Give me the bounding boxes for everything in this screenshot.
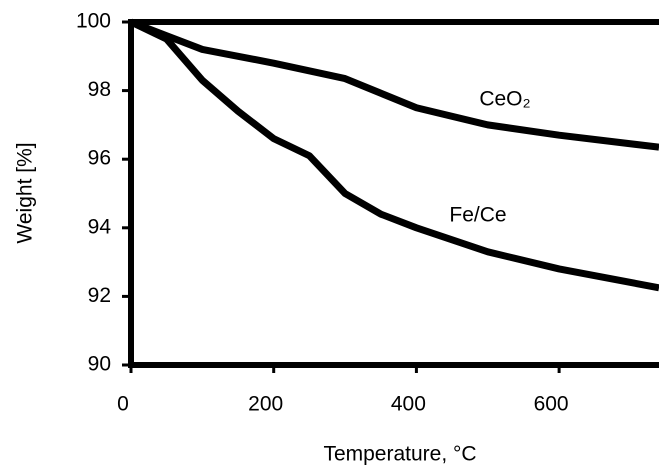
y-tick-label: 90	[88, 353, 111, 376]
x-tick-label: 400	[391, 393, 426, 416]
x-axis-title: Temperature, °C	[323, 443, 476, 466]
y-tick-label: 92	[88, 284, 111, 307]
x-tick-label: 600	[534, 393, 569, 416]
data-line	[129, 18, 659, 292]
y-tick-label: 98	[88, 78, 111, 101]
y-tick-label: 94	[88, 215, 112, 238]
series-label: Fe/Ce	[449, 204, 506, 227]
y-axis-title: Weight [%]	[14, 142, 37, 243]
y-tick-label: 100	[76, 10, 111, 33]
x-tick-label: 200	[248, 393, 283, 416]
y-tick-label: 96	[88, 147, 111, 170]
data-line	[129, 18, 659, 151]
x-tick-label: 0	[117, 393, 129, 416]
series-label: CeO₂	[479, 88, 530, 111]
